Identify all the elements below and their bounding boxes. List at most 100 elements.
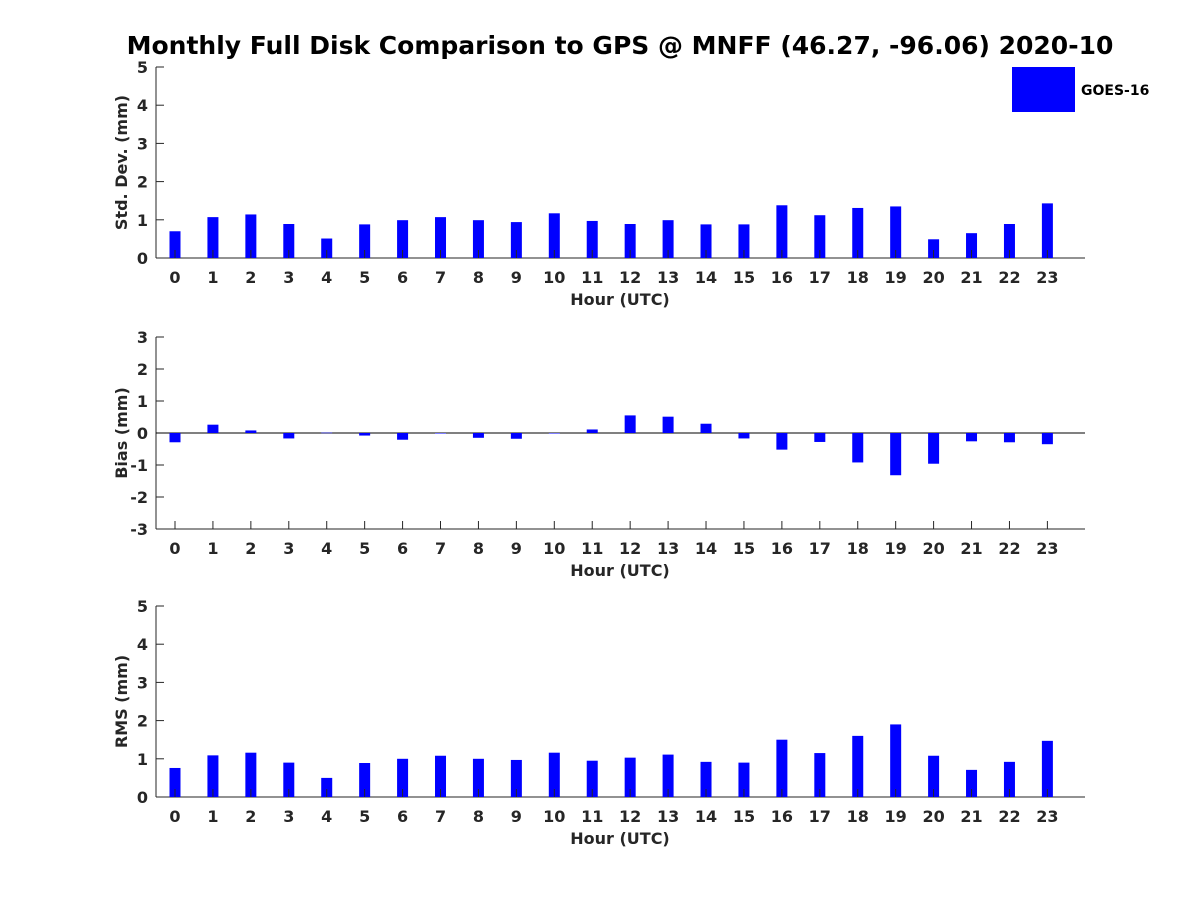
x-tick-label: 12 — [619, 268, 641, 287]
x-tick-label: 11 — [581, 268, 603, 287]
x-tick-label: 11 — [581, 807, 603, 826]
bar-hour-6 — [397, 433, 409, 440]
bar-hour-13 — [662, 754, 674, 797]
bar-hour-11 — [586, 220, 598, 258]
bar-hour-18 — [852, 207, 864, 258]
x-tick-label: 6 — [397, 539, 408, 558]
x-tick-label: 3 — [283, 268, 294, 287]
bar-hour-3 — [283, 433, 295, 439]
bar-hour-5 — [359, 433, 371, 436]
x-tick-label: 18 — [847, 807, 869, 826]
bar-hour-19 — [890, 724, 902, 797]
bar-hour-0 — [169, 767, 181, 797]
x-tick-label: 0 — [169, 268, 180, 287]
x-tick-label: 7 — [435, 807, 446, 826]
bar-hour-14 — [700, 423, 712, 433]
x-tick-label: 8 — [473, 539, 484, 558]
x-tick-label: 17 — [809, 807, 831, 826]
x-tick-label: 17 — [809, 268, 831, 287]
bar-hour-15 — [738, 433, 750, 439]
y-axis-label: RMS (mm) — [112, 655, 131, 748]
bar-hour-23 — [1041, 203, 1053, 258]
bar-hour-22 — [1003, 433, 1015, 443]
x-axis-label: Hour (UTC) — [570, 290, 670, 309]
bar-hour-3 — [283, 762, 295, 797]
y-tick-label: 5 — [137, 58, 148, 77]
bar-hour-2 — [245, 430, 257, 433]
chart-title: Monthly Full Disk Comparison to GPS @ MN… — [127, 31, 1114, 60]
bar-hour-19 — [890, 433, 902, 476]
bar-hour-18 — [852, 433, 864, 463]
y-axis-label: Std. Dev. (mm) — [112, 95, 131, 230]
y-tick-label: -3 — [130, 520, 148, 539]
x-tick-label: 23 — [1036, 807, 1058, 826]
x-tick-label: 21 — [960, 539, 982, 558]
bar-hour-17 — [814, 753, 826, 797]
bar-hour-21 — [966, 233, 978, 258]
x-tick-label: 1 — [207, 539, 218, 558]
x-tick-label: 23 — [1036, 539, 1058, 558]
x-tick-label: 1 — [207, 807, 218, 826]
bar-hour-22 — [1003, 224, 1015, 258]
bar-hour-6 — [397, 220, 409, 258]
legend-label: GOES-16 — [1081, 83, 1149, 99]
bar-hour-7 — [435, 755, 447, 797]
y-tick-label: 1 — [137, 211, 148, 230]
bar-hour-20 — [928, 755, 940, 797]
x-tick-label: 7 — [435, 268, 446, 287]
bar-hour-14 — [700, 224, 712, 258]
x-tick-label: 14 — [695, 807, 717, 826]
x-tick-label: 19 — [885, 539, 907, 558]
y-tick-label: 2 — [137, 360, 148, 379]
bar-hour-8 — [472, 220, 484, 258]
x-tick-label: 10 — [543, 268, 565, 287]
x-tick-label: 4 — [321, 268, 332, 287]
x-tick-label: 10 — [543, 807, 565, 826]
x-tick-label: 14 — [695, 539, 717, 558]
bar-hour-23 — [1041, 433, 1053, 445]
x-tick-label: 23 — [1036, 268, 1058, 287]
x-tick-label: 5 — [359, 268, 370, 287]
bar-hour-1 — [207, 755, 219, 797]
x-tick-label: 15 — [733, 268, 755, 287]
bar-hour-1 — [207, 424, 219, 433]
x-tick-label: 16 — [771, 539, 793, 558]
bar-hour-13 — [662, 416, 674, 433]
bar-hour-17 — [814, 215, 826, 258]
bar-hour-15 — [738, 762, 750, 797]
bar-hour-4 — [321, 238, 333, 258]
x-tick-label: 21 — [960, 807, 982, 826]
bar-hour-21 — [966, 769, 978, 797]
y-tick-label: -1 — [130, 456, 148, 475]
bar-hour-2 — [245, 752, 257, 797]
y-tick-label: 0 — [137, 424, 148, 443]
x-tick-label: 16 — [771, 807, 793, 826]
bar-hour-11 — [586, 429, 598, 433]
bar-hour-7 — [435, 217, 447, 258]
x-tick-label: 4 — [321, 807, 332, 826]
x-tick-label: 20 — [922, 268, 944, 287]
bar-hour-4 — [321, 777, 333, 797]
x-tick-label: 2 — [245, 807, 256, 826]
x-tick-label: 19 — [885, 807, 907, 826]
x-tick-label: 6 — [397, 268, 408, 287]
bar-hour-11 — [586, 760, 598, 797]
x-tick-label: 2 — [245, 539, 256, 558]
y-tick-label: 4 — [137, 96, 148, 115]
bar-hour-5 — [359, 224, 371, 258]
x-tick-label: 20 — [922, 539, 944, 558]
x-tick-label: 15 — [733, 807, 755, 826]
x-tick-label: 0 — [169, 539, 180, 558]
y-tick-label: 4 — [137, 635, 148, 654]
bar-hour-10 — [548, 433, 560, 434]
bar-hour-12 — [624, 415, 636, 433]
bar-hour-16 — [776, 739, 788, 797]
x-tick-label: 21 — [960, 268, 982, 287]
y-tick-label: 0 — [137, 788, 148, 807]
x-tick-label: 5 — [359, 807, 370, 826]
x-tick-label: 14 — [695, 268, 717, 287]
bar-hour-14 — [700, 761, 712, 797]
bar-hour-8 — [472, 433, 484, 438]
